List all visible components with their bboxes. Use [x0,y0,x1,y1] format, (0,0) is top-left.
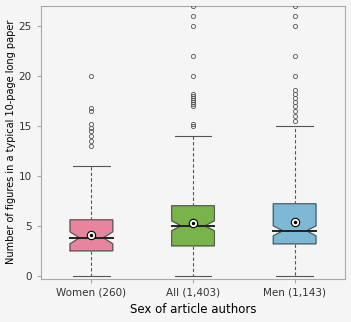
Polygon shape [70,220,113,251]
Polygon shape [172,206,214,246]
X-axis label: Sex of article authors: Sex of article authors [130,303,256,317]
Y-axis label: Number of figures in a typical 10-page long paper: Number of figures in a typical 10-page l… [6,20,15,264]
Polygon shape [273,204,316,244]
